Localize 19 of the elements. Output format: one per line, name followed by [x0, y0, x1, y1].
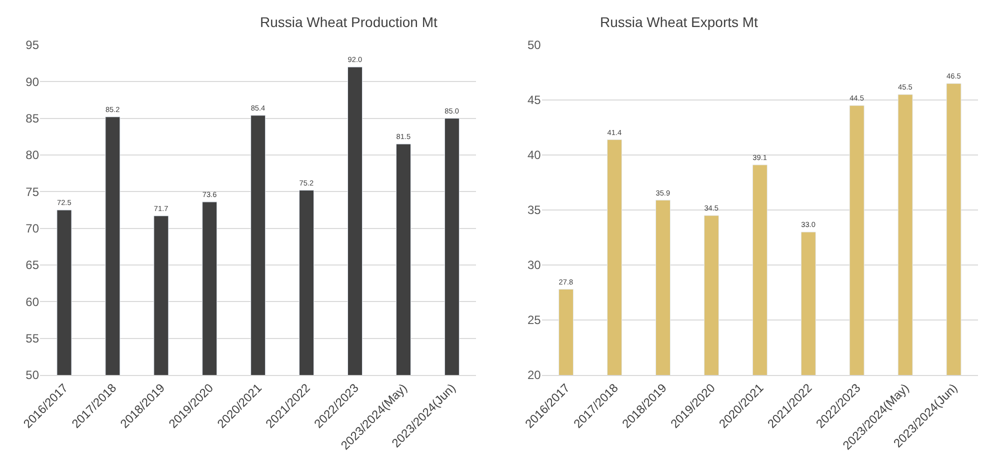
y-tick-label: 65	[26, 258, 40, 272]
y-tick-label: 95	[26, 38, 40, 52]
chart-title: Russia Wheat Exports Mt	[600, 14, 758, 30]
y-tick-label: 45	[527, 93, 542, 108]
chart-title: Russia Wheat Production Mt	[260, 14, 438, 30]
y-tick-label: 60	[26, 294, 40, 309]
y-tick-label: 30	[527, 258, 542, 272]
y-tick-label: 55	[26, 332, 40, 346]
y-tick-label: 40	[527, 148, 542, 162]
y-tick-label: 50	[527, 38, 542, 52]
y-tick-label: 35	[527, 203, 542, 218]
y-tick-label: 70	[26, 222, 40, 236]
y-tick-label: 85	[26, 112, 40, 126]
y-tick-label: 20	[527, 368, 542, 382]
y-tick-label: 25	[527, 313, 542, 328]
y-tick-label: 75	[26, 184, 40, 199]
y-tick-label: 90	[26, 74, 40, 89]
y-tick-label: 80	[26, 148, 40, 162]
y-tick-label: 50	[26, 368, 40, 382]
